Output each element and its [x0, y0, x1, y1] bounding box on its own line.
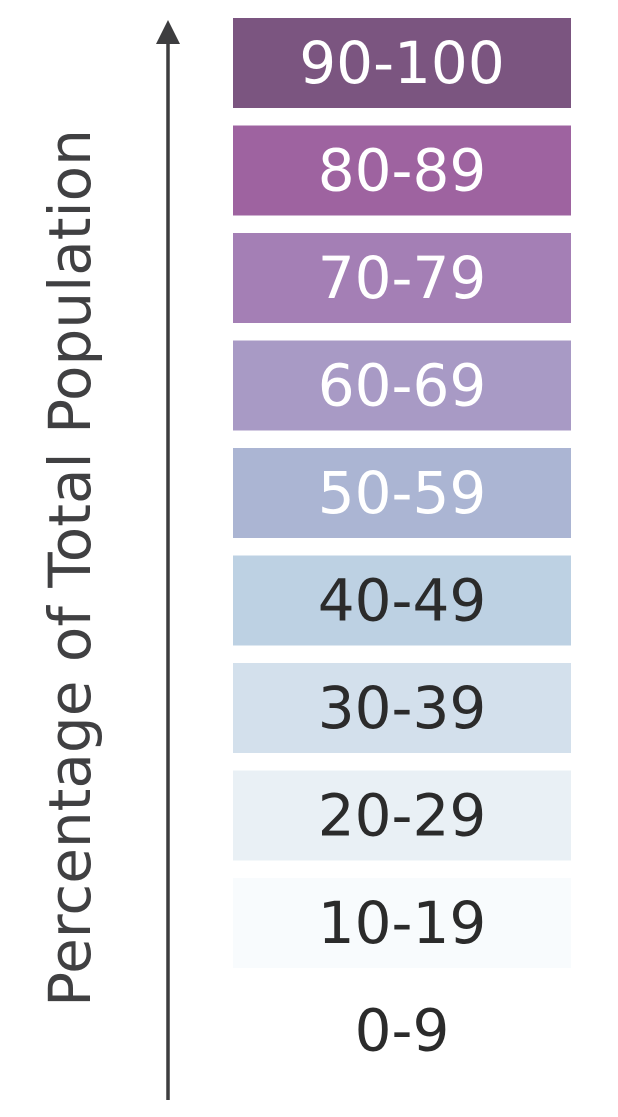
legend-band-label: 10-19: [318, 889, 487, 957]
legend-band-label: 30-39: [318, 674, 487, 742]
y-axis: Percentage of Total Population: [36, 20, 180, 1100]
legend-band-swatch: [233, 878, 571, 968]
legend-band-swatch: [233, 770, 571, 861]
legend-band-swatch: [233, 18, 571, 108]
legend-band-label: 50-59: [318, 459, 487, 527]
legend-band: 30-39: [233, 663, 571, 753]
legend-band: 80-89: [233, 125, 571, 216]
legend-band-label: 20-29: [318, 782, 487, 850]
legend-band: 50-59: [233, 448, 571, 538]
legend-band-label: 70-79: [318, 244, 487, 312]
legend-band: 0-9: [233, 985, 571, 1076]
legend-band: 10-19: [233, 878, 571, 968]
legend-band-label: 0-9: [355, 997, 450, 1065]
legend-band: 90-100: [233, 18, 571, 108]
legend-band-swatch: [233, 448, 571, 538]
legend-band-swatch: [233, 233, 571, 323]
legend-band-label: 90-100: [299, 29, 504, 97]
legend-band-swatch: [233, 340, 571, 431]
legend-band: 40-49: [233, 555, 571, 646]
legend-band: 60-69: [233, 340, 571, 431]
legend-band: 20-29: [233, 770, 571, 861]
legend-band-swatch: [233, 555, 571, 646]
legend-bands: 90-100 80-89 70-79 60-69 50-59 40-49 30-39 20-2…: [233, 18, 571, 1076]
legend-band-swatch: [233, 985, 571, 1076]
y-axis-title: Percentage of Total Population: [36, 129, 104, 1007]
legend-band-label: 40-49: [318, 567, 487, 635]
legend-band-swatch: [233, 663, 571, 753]
legend-band: 70-79: [233, 233, 571, 323]
legend-band-label: 80-89: [318, 137, 487, 205]
legend-band-swatch: [233, 125, 571, 216]
y-axis-arrow-icon: [156, 20, 180, 44]
legend-band-label: 60-69: [318, 352, 487, 420]
